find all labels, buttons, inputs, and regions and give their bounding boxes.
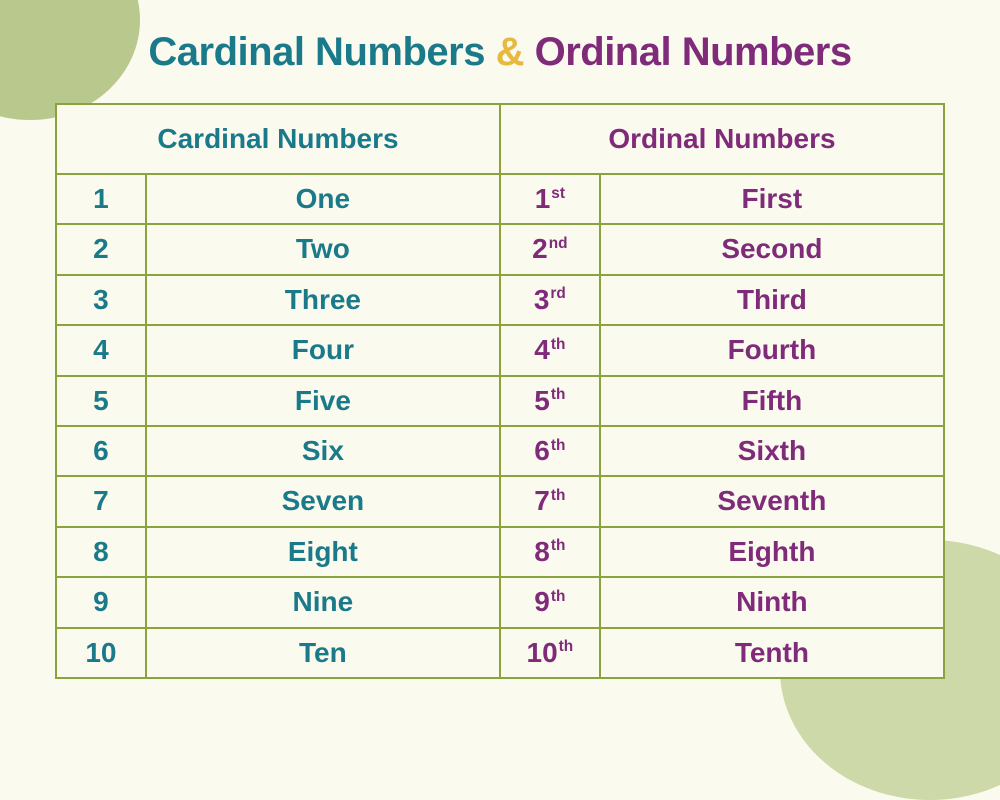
ordinal-word: Second (600, 224, 944, 274)
page-title: Cardinal Numbers & Ordinal Numbers (55, 30, 945, 75)
cardinal-number: 5 (56, 376, 146, 426)
cardinal-number: 1 (56, 174, 146, 224)
title-ordinal: Ordinal Numbers (535, 30, 852, 74)
cardinal-number: 9 (56, 577, 146, 627)
ordinal-word: Eighth (600, 527, 944, 577)
cardinal-word: Five (146, 376, 500, 426)
cardinal-word: Six (146, 426, 500, 476)
cardinal-number: 10 (56, 628, 146, 678)
cardinal-word: Ten (146, 628, 500, 678)
ordinal-word: Fourth (600, 325, 944, 375)
ordinal-number: 1st (500, 174, 600, 224)
ordinal-word: Third (600, 275, 944, 325)
table-header-row: Cardinal Numbers Ordinal Numbers (56, 104, 944, 174)
table-row: 5Five5thFifth (56, 376, 944, 426)
title-cardinal: Cardinal Numbers (148, 30, 485, 74)
cardinal-word: Two (146, 224, 500, 274)
header-ordinal: Ordinal Numbers (500, 104, 944, 174)
ordinal-word: First (600, 174, 944, 224)
cardinal-number: 7 (56, 476, 146, 526)
ordinal-number: 3rd (500, 275, 600, 325)
table-row: 3Three3rdThird (56, 275, 944, 325)
header-cardinal: Cardinal Numbers (56, 104, 500, 174)
cardinal-number: 3 (56, 275, 146, 325)
cardinal-word: One (146, 174, 500, 224)
table-row: 2Two2ndSecond (56, 224, 944, 274)
ordinal-number: 6th (500, 426, 600, 476)
table-row: 9Nine9thNinth (56, 577, 944, 627)
ordinal-word: Tenth (600, 628, 944, 678)
ordinal-number: 10th (500, 628, 600, 678)
cardinal-word: Nine (146, 577, 500, 627)
title-amp: & (496, 30, 524, 74)
ordinal-word: Seventh (600, 476, 944, 526)
cardinal-number: 4 (56, 325, 146, 375)
table-row: 1One1stFirst (56, 174, 944, 224)
table-row: 7Seven7thSeventh (56, 476, 944, 526)
ordinal-number: 7th (500, 476, 600, 526)
ordinal-word: Fifth (600, 376, 944, 426)
table-row: 8Eight8thEighth (56, 527, 944, 577)
ordinal-word: Ninth (600, 577, 944, 627)
cardinal-number: 2 (56, 224, 146, 274)
table-row: 6Six6thSixth (56, 426, 944, 476)
cardinal-word: Four (146, 325, 500, 375)
cardinal-word: Eight (146, 527, 500, 577)
numbers-table: Cardinal Numbers Ordinal Numbers 1One1st… (55, 103, 945, 679)
ordinal-number: 8th (500, 527, 600, 577)
cardinal-word: Seven (146, 476, 500, 526)
ordinal-number: 2nd (500, 224, 600, 274)
ordinal-number: 5th (500, 376, 600, 426)
ordinal-word: Sixth (600, 426, 944, 476)
table-row: 10Ten10thTenth (56, 628, 944, 678)
ordinal-number: 9th (500, 577, 600, 627)
cardinal-word: Three (146, 275, 500, 325)
cardinal-number: 6 (56, 426, 146, 476)
cardinal-number: 8 (56, 527, 146, 577)
table-row: 4Four4thFourth (56, 325, 944, 375)
ordinal-number: 4th (500, 325, 600, 375)
